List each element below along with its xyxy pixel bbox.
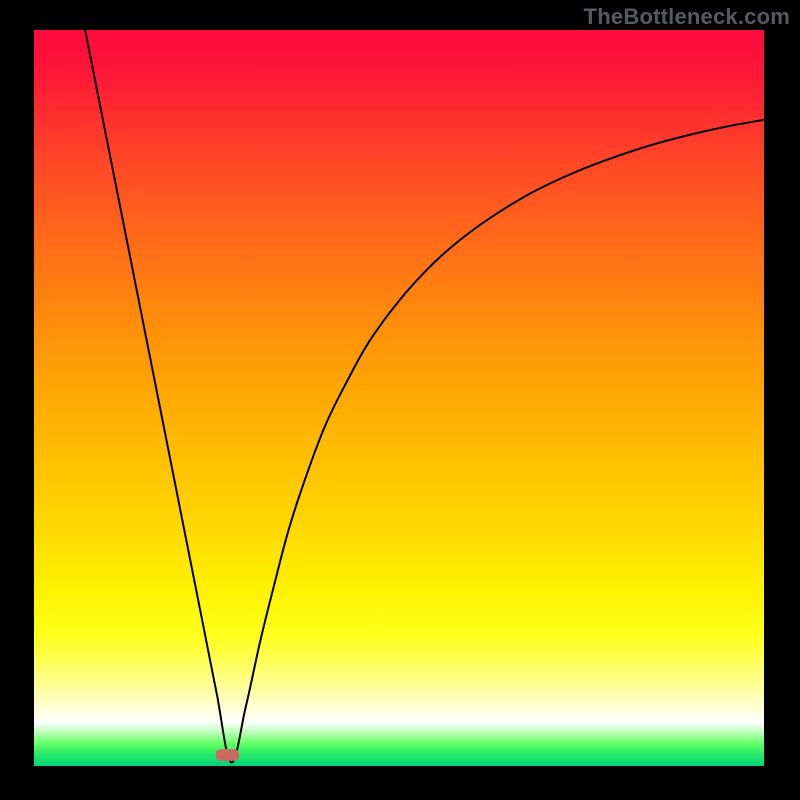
optimum-marker [216, 749, 239, 761]
plot-background [34, 30, 764, 766]
bottleneck-chart [0, 0, 800, 800]
watermark-text: TheBottleneck.com [584, 4, 790, 30]
chart-root: TheBottleneck.com [0, 0, 800, 800]
